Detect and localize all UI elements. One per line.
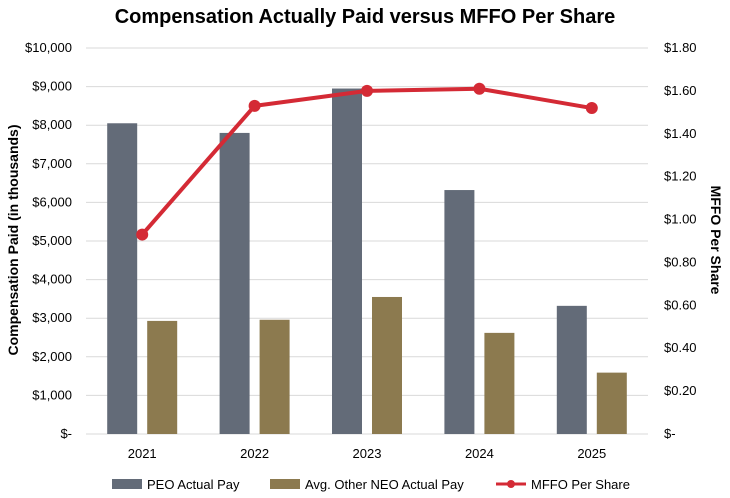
y-axis-label: Compensation Paid (in thousands): [5, 124, 21, 355]
y2-tick-label: $1.80: [664, 40, 697, 55]
mffo-point-2021: [136, 228, 149, 241]
left-axis-ticks: $- $1,000 $2,000 $3,000 $4,000 $5,000 $6,000 $7…: [25, 40, 72, 441]
y-tick-label: $3,000: [32, 310, 72, 325]
bar-peo-actual-pay-2024: [444, 190, 475, 434]
x-tick-label: 2022: [240, 446, 269, 461]
y-tick-label: $10,000: [25, 40, 72, 55]
y2-tick-label: $1.00: [664, 212, 697, 227]
y2-tick-label: $1.60: [664, 83, 697, 98]
bar-avg-other-neo-actual-pay-2021: [147, 320, 178, 434]
bar-peo-actual-pay-2025: [556, 305, 587, 434]
y2-tick-label: $0.80: [664, 254, 697, 269]
chart-title: Compensation Actually Paid versus MFFO P…: [115, 6, 616, 28]
bars: [107, 88, 627, 435]
right-axis-ticks: $- $0.20 $0.40 $0.60 $0.80 $1.00 $1.20 $1.40 $1.…: [664, 40, 697, 441]
bar-avg-other-neo-actual-pay-2023: [372, 296, 402, 434]
y-tick-label: $1,000: [32, 387, 72, 402]
bar-peo-actual-pay-2023: [332, 88, 362, 434]
legend-marker-mffo-per-share: [507, 480, 515, 488]
y-tick-label: $-: [60, 426, 72, 441]
x-tick-label: 2021: [128, 446, 157, 461]
y-tick-label: $2,000: [32, 349, 72, 364]
gridlines: [86, 47, 648, 435]
bar-avg-other-neo-actual-pay-2024: [484, 332, 515, 434]
bar-peo-actual-pay-2021: [107, 123, 138, 435]
y2-tick-label: $0.20: [664, 383, 697, 398]
x-tick-label: 2024: [465, 446, 494, 461]
y-tick-label: $4,000: [32, 272, 72, 287]
mffo-line: [140, 86, 593, 236]
y2-tick-label: $1.20: [664, 169, 697, 184]
legend-swatch-peo-actual-pay: [112, 479, 142, 489]
y-tick-label: $7,000: [32, 156, 72, 171]
bar-peo-actual-pay-2022: [219, 132, 250, 435]
bar-avg-other-neo-actual-pay-2025: [596, 372, 627, 434]
mffo-point-2022: [248, 99, 261, 112]
y2-tick-label: $0.40: [664, 340, 697, 355]
bar-avg-other-neo-actual-pay-2022: [259, 319, 290, 434]
y2-tick-label: $-: [664, 426, 676, 441]
mffo-point-2024: [473, 82, 486, 95]
mffo-point-2025: [585, 102, 598, 115]
x-axis-ticks: 2021 2022 2023 2024 2025: [128, 446, 607, 461]
y2-tick-label: $1.40: [664, 126, 697, 141]
x-tick-label: 2023: [353, 446, 382, 461]
legend-label-avg-other-neo-actual-pay: Avg. Other NEO Actual Pay: [305, 477, 464, 492]
y-tick-label: $6,000: [32, 194, 72, 209]
legend-swatch-avg-other-neo-actual-pay: [270, 479, 300, 489]
y-tick-label: $8,000: [32, 117, 72, 132]
mffo-point-2023: [361, 84, 373, 97]
line-series: [136, 82, 598, 241]
x-tick-label: 2025: [577, 446, 606, 461]
legend-label-mffo-per-share: MFFO Per Share: [531, 477, 630, 492]
y2-axis-label: MFFO Per Share: [708, 186, 724, 295]
legend-label-peo-actual-pay: PEO Actual Pay: [147, 477, 240, 492]
legend: PEO Actual Pay Avg. Other NEO Actual Pay M…: [112, 477, 630, 492]
y2-tick-label: $0.60: [664, 297, 697, 312]
y-tick-label: $5,000: [32, 233, 72, 248]
y-tick-label: $9,000: [32, 79, 72, 94]
